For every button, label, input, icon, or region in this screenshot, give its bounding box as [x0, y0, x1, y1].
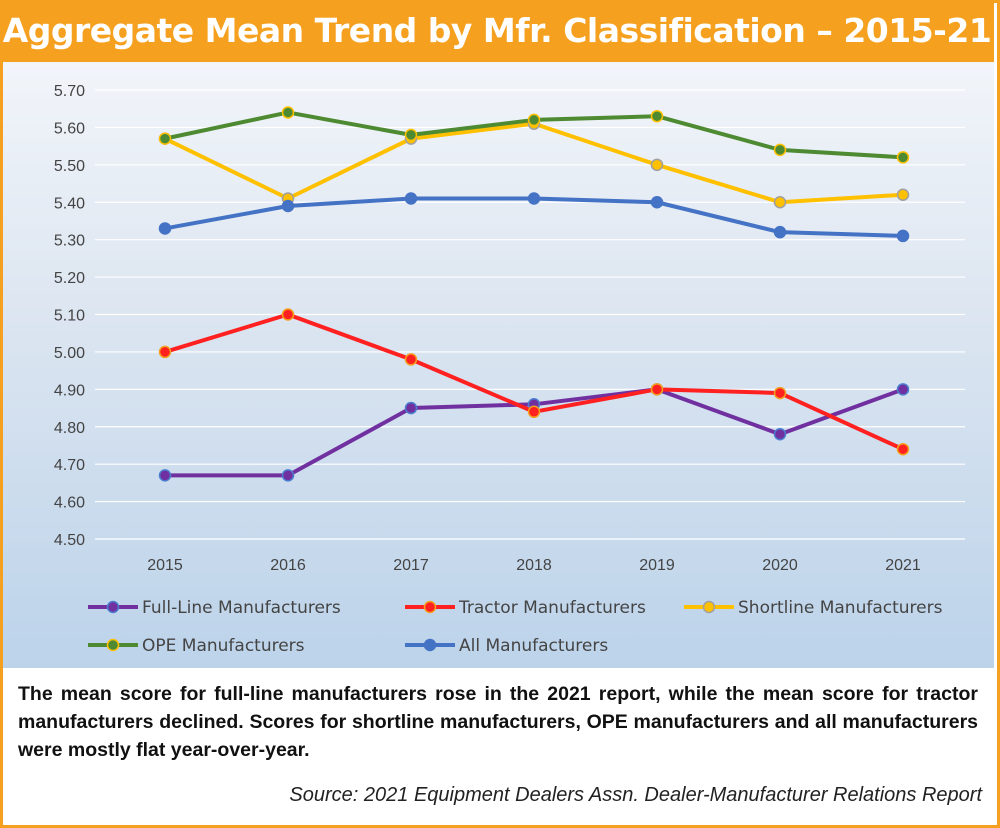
data-point: [650, 196, 664, 209]
data-point: [773, 427, 787, 441]
y-tick-label: 5.40: [54, 195, 85, 212]
caption: The mean score for full-line manufacture…: [18, 683, 978, 761]
y-tick-label: 5.10: [54, 308, 85, 325]
data-point: [404, 401, 418, 415]
data-point: [650, 109, 664, 123]
source-note: Source: 2021 Equipment Dealers Assn. Dea…: [289, 784, 982, 806]
y-tick-label: 5.70: [54, 83, 85, 100]
y-tick-label: 5.50: [54, 158, 85, 175]
series-all-manufacturers: [158, 192, 910, 243]
x-tick-label: 2020: [762, 557, 798, 574]
legend-label: Shortline Manufacturers: [738, 598, 943, 618]
data-point: [896, 383, 910, 396]
data-point: [404, 353, 418, 366]
data-point: [896, 188, 910, 202]
data-point: [773, 225, 787, 239]
y-tick-label: 4.60: [54, 495, 85, 512]
data-point: [281, 199, 295, 213]
series-tractor-manufacturers: [158, 308, 910, 456]
plot-background: [0, 62, 994, 668]
legend-label: OPE Manufacturers: [142, 636, 305, 656]
y-tick-label: 5.60: [54, 120, 85, 137]
data-point: [896, 229, 910, 243]
legend-label: Tractor Manufacturers: [458, 598, 646, 618]
y-tick-label: 5.20: [54, 270, 85, 287]
series-ope-manufacturers: [158, 106, 910, 164]
y-tick-label: 5.00: [54, 345, 85, 362]
y-tick-label: 4.80: [54, 420, 85, 437]
x-tick-label: 2018: [516, 557, 552, 574]
data-point: [650, 383, 664, 396]
legend-label: All Manufacturers: [459, 636, 608, 656]
chart-title: Aggregate Mean Trend by Mfr. Classificat…: [0, 0, 994, 62]
legend-item: Tractor Manufacturers: [405, 598, 646, 618]
x-tick-label: 2021: [885, 557, 921, 574]
data-point: [527, 405, 541, 419]
data-point: [773, 386, 787, 400]
x-tick-label: 2017: [393, 557, 429, 574]
legend-item: Shortline Manufacturers: [684, 598, 943, 618]
legend-item: OPE Manufacturers: [88, 636, 305, 656]
data-point: [404, 192, 418, 205]
data-point: [527, 192, 541, 205]
x-tick-label: 2015: [147, 557, 183, 574]
y-tick-label: 4.50: [54, 532, 85, 549]
data-point: [404, 128, 418, 142]
y-tick-label: 4.70: [54, 457, 85, 474]
y-tick-label: 5.30: [54, 233, 85, 250]
legend-label: Full-Line Manufacturers: [142, 598, 341, 618]
y-tick-label: 4.90: [54, 382, 85, 399]
legend-item: All Manufacturers: [405, 636, 608, 656]
legend-marker: [702, 600, 716, 614]
legend-marker: [423, 638, 437, 652]
data-point: [158, 469, 172, 482]
data-point: [896, 442, 910, 456]
legend-marker: [106, 638, 120, 652]
data-point: [773, 196, 787, 209]
data-point: [650, 158, 664, 172]
x-tick-label: 2016: [270, 557, 306, 574]
data-point: [158, 345, 172, 359]
data-point: [158, 132, 172, 145]
legend-marker: [423, 600, 437, 614]
data-point: [281, 106, 295, 119]
data-point: [158, 222, 172, 235]
data-point: [281, 308, 295, 321]
x-tick-label: 2019: [639, 557, 675, 574]
data-point: [281, 469, 295, 482]
data-point: [527, 113, 541, 127]
legend-marker: [106, 600, 120, 614]
data-point: [773, 143, 787, 157]
legend-item: Full-Line Manufacturers: [88, 598, 341, 618]
data-point: [896, 151, 910, 164]
